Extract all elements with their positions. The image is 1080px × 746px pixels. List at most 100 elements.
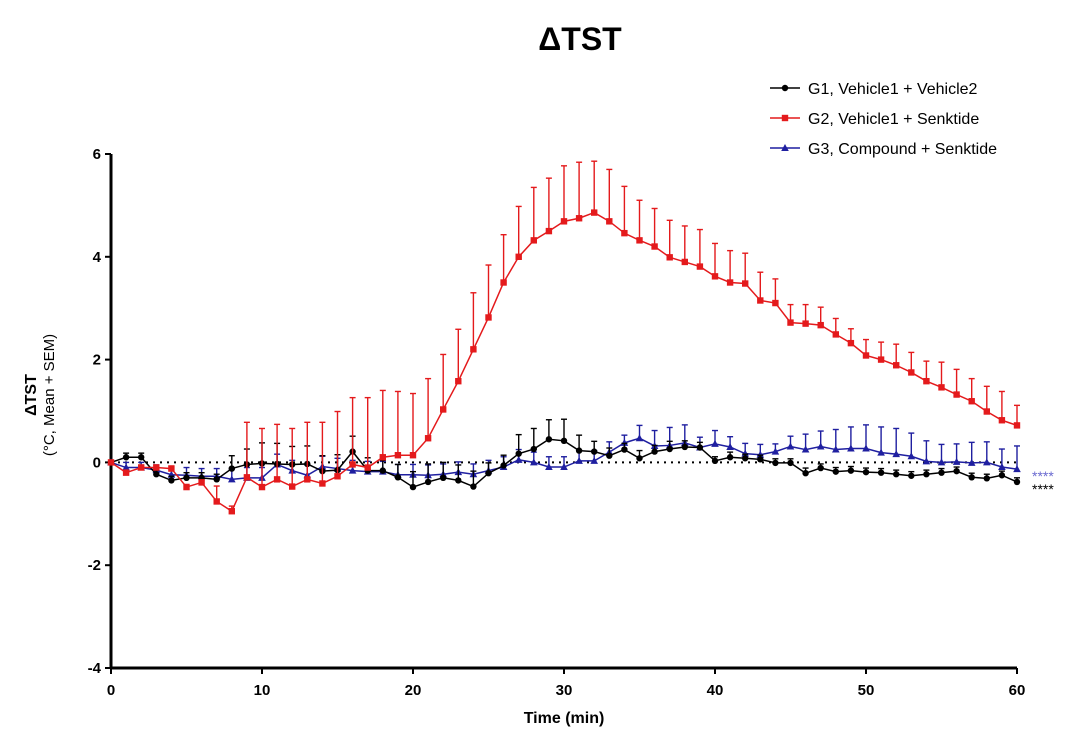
legend-item-1: G1, Vehicle1 + Vehicle2 <box>770 81 978 98</box>
data-point <box>348 466 357 474</box>
data-point <box>122 469 130 476</box>
data-point <box>485 314 492 321</box>
data-point <box>560 218 568 225</box>
data-point <box>273 476 281 483</box>
x-tick-label: 30 <box>556 682 573 699</box>
legend-marker-square <box>781 114 789 122</box>
data-point <box>636 237 643 244</box>
data-point <box>394 474 402 481</box>
data-point <box>198 479 205 486</box>
data-point <box>787 459 794 467</box>
x-axis-label: Time (min) <box>524 710 605 727</box>
data-point <box>228 475 236 483</box>
data-point <box>455 377 462 385</box>
data-point <box>983 408 990 415</box>
data-point <box>621 446 628 453</box>
data-point <box>289 483 296 490</box>
data-point <box>500 462 507 469</box>
y-tick-label: -2 <box>88 557 101 574</box>
data-point <box>606 452 613 459</box>
data-point <box>877 448 885 456</box>
data-point <box>228 465 235 472</box>
legend-label: G2, Vehicle1 + Senktide <box>808 111 979 128</box>
data-point <box>514 455 523 463</box>
data-point <box>213 476 220 483</box>
data-point <box>651 448 658 455</box>
data-point <box>122 463 130 471</box>
data-point <box>107 459 115 466</box>
data-point <box>334 473 341 480</box>
data-point <box>213 498 220 505</box>
data-point <box>967 458 976 466</box>
legend-item-3: G3, Compound + Senktide <box>770 141 997 158</box>
data-point <box>606 218 613 225</box>
data-point <box>757 456 764 463</box>
y-tick-label: -4 <box>88 660 102 677</box>
data-point <box>1013 465 1021 473</box>
data-point <box>893 362 900 369</box>
data-point <box>138 464 145 471</box>
data-point <box>122 454 130 461</box>
significance-stars: **** <box>1032 468 1054 484</box>
data-point <box>409 483 417 491</box>
data-point <box>379 454 386 461</box>
data-point <box>168 465 175 472</box>
data-point <box>726 454 734 461</box>
data-point <box>500 279 507 286</box>
data-point <box>817 321 824 329</box>
data-point <box>711 273 719 280</box>
data-point <box>817 464 824 472</box>
data-point <box>591 448 598 455</box>
data-point <box>1013 422 1021 429</box>
data-point <box>726 442 734 450</box>
data-point <box>621 229 628 237</box>
data-point <box>440 474 447 482</box>
data-point <box>756 450 765 458</box>
data-point <box>832 331 839 338</box>
data-point <box>424 435 432 442</box>
data-point <box>802 320 809 327</box>
data-point <box>742 280 749 287</box>
data-point <box>742 455 749 462</box>
data-point <box>349 461 356 468</box>
data-point <box>545 227 553 235</box>
data-point <box>666 445 673 453</box>
data-point <box>545 436 553 443</box>
y-tick-label: 4 <box>93 249 102 266</box>
data-point <box>953 391 960 398</box>
data-point <box>862 444 870 452</box>
data-point <box>560 463 568 471</box>
chart-title: ΔTST <box>538 21 622 57</box>
data-point <box>816 442 825 450</box>
series-2 <box>107 160 1021 515</box>
plot-area: ******** <box>107 160 1054 515</box>
legend-marker-circle <box>781 84 789 92</box>
data-point <box>666 254 673 261</box>
data-point <box>696 444 704 451</box>
data-point <box>772 299 779 307</box>
legend-marker-triangle <box>781 144 789 151</box>
data-point <box>515 450 522 457</box>
data-point <box>711 457 719 465</box>
data-point <box>515 253 522 260</box>
data-point <box>801 445 810 453</box>
data-point <box>741 449 749 457</box>
data-point <box>485 469 492 477</box>
data-point <box>862 468 870 476</box>
data-point <box>530 445 537 453</box>
data-point <box>998 417 1006 424</box>
data-point <box>168 477 175 484</box>
data-point <box>394 452 402 459</box>
data-point <box>470 346 477 353</box>
data-point <box>636 455 643 462</box>
y-axis-label-line1: ΔTST <box>23 374 40 416</box>
data-point <box>998 472 1006 479</box>
data-point <box>696 263 704 270</box>
data-point <box>530 458 538 466</box>
data-point <box>938 469 945 476</box>
legend: G1, Vehicle1 + Vehicle2 G2, Vehicle1 + Se… <box>770 81 997 158</box>
data-point <box>862 352 870 359</box>
data-point <box>470 483 477 490</box>
data-point <box>757 297 764 304</box>
